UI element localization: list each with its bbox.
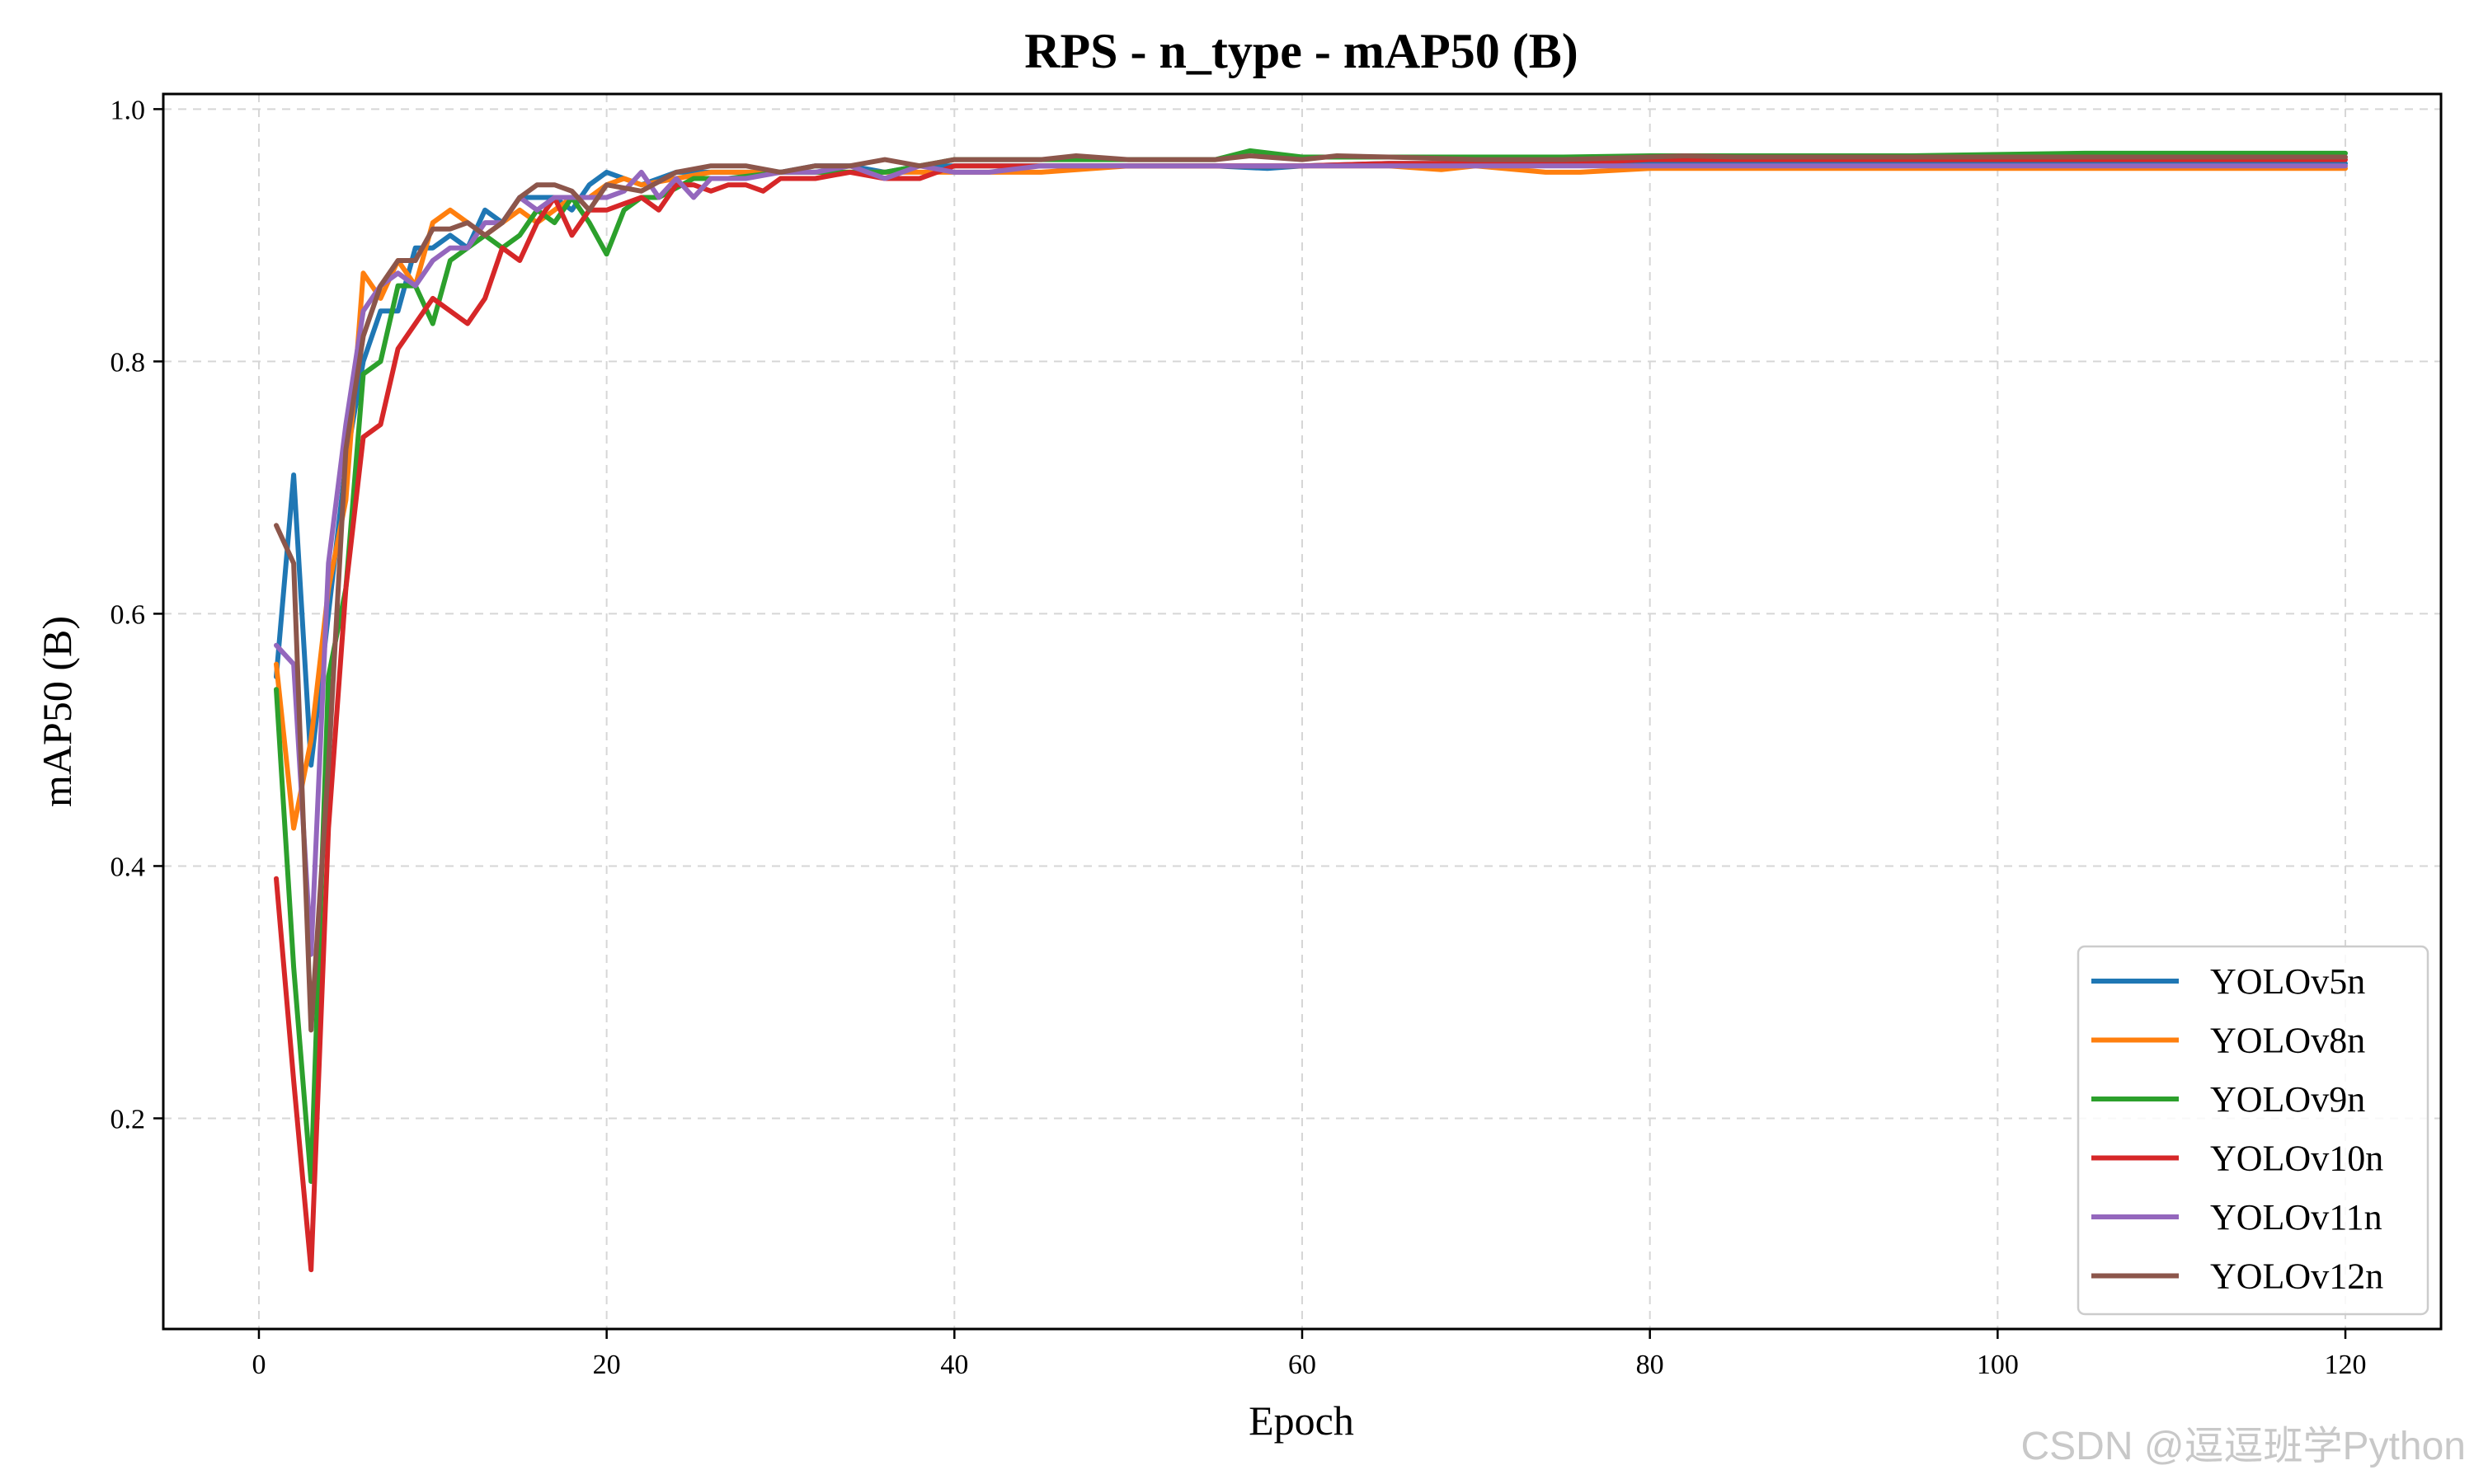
y-tick-label: 0.2	[111, 1104, 146, 1134]
x-tick-label: 120	[2325, 1350, 2367, 1380]
x-ticks: 0 20 40 60 80 100 120	[252, 1329, 2367, 1380]
x-tick-label: 60	[1288, 1350, 1316, 1380]
legend-label: YOLOv11n	[2210, 1197, 2382, 1237]
chart-title: RPS - n_type - mAP50 (B)	[1024, 24, 1578, 78]
x-tick-label: 40	[940, 1350, 968, 1380]
legend-label: YOLOv5n	[2210, 961, 2365, 1002]
series-line-yolov10n	[274, 157, 2348, 1273]
series-line-yolov11n	[274, 163, 2348, 957]
x-tick-label: 0	[252, 1350, 266, 1380]
legend-label: YOLOv12n	[2210, 1256, 2383, 1297]
x-tick-label: 80	[1636, 1350, 1664, 1380]
series-lines	[274, 148, 2348, 1273]
y-tick-label: 0.4	[111, 852, 146, 882]
legend-label: YOLOv10n	[2210, 1139, 2383, 1179]
x-axis-label: Epoch	[1249, 1397, 1354, 1444]
y-tick-label: 1.0	[111, 95, 146, 125]
series-line-yolov12n	[274, 153, 2348, 1033]
x-tick-label: 100	[1977, 1350, 2019, 1380]
legend-label: YOLOv8n	[2210, 1021, 2365, 1061]
legend-label: YOLOv9n	[2210, 1079, 2365, 1120]
x-tick-label: 20	[593, 1350, 621, 1380]
y-axis-label: mAP50 (B)	[34, 616, 80, 807]
legend: YOLOv5n YOLOv8n YOLOv9n YOLOv10n YOLOv11n YOL…	[2077, 945, 2429, 1316]
y-tick-label: 0.8	[111, 347, 146, 378]
y-tick-label: 0.6	[111, 599, 146, 630]
watermark: CSDN @逗逗班学Python	[2020, 1425, 2466, 1468]
y-ticks: 0.2 0.4 0.6 0.8 1.0	[111, 95, 163, 1134]
